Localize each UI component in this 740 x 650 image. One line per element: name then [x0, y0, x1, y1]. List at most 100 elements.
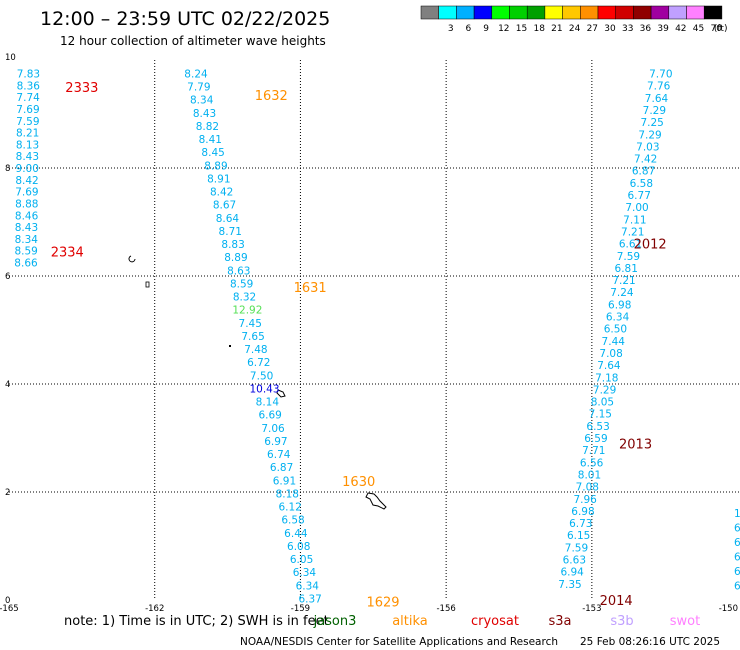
swh-value: 6.73	[569, 518, 592, 530]
island-outlines	[128, 255, 387, 510]
swh-value: 8.59	[14, 246, 37, 258]
swh-value: 7.59	[617, 251, 640, 263]
map-area: 7.838.367.747.697.598.218.138.439.008.42…	[9, 60, 740, 611]
swh-value: 7.64	[645, 93, 669, 105]
swh-value: 6.87	[632, 166, 655, 178]
swh-value: 7.29	[638, 129, 661, 141]
swh-value: 6.58	[281, 515, 304, 527]
swh-value: 8.42	[210, 187, 233, 199]
swh-value: 6.94	[560, 567, 584, 579]
legend-label: 30	[604, 24, 616, 34]
swh-value: 7.03	[636, 141, 659, 153]
legend-label: 9	[483, 24, 489, 34]
swh-value: 8.21	[16, 128, 39, 140]
swh-value: 7.21	[612, 275, 635, 287]
pass-number-label: 2013	[619, 437, 652, 452]
swh-value: 6.15	[567, 530, 590, 542]
satellite-label: jason3	[313, 614, 357, 629]
legend-swatch	[420, 5, 439, 20]
swh-value: 8.34	[190, 95, 214, 107]
swh-value: 6.05	[290, 554, 313, 566]
swh-value: 6.53	[586, 421, 609, 433]
swh-value: 6.34	[606, 312, 630, 324]
legend-label: 39	[657, 24, 669, 34]
swh-value: 6.0	[734, 581, 740, 593]
legend-label: 33	[622, 24, 633, 34]
legend-label: 42	[675, 24, 686, 34]
footer: note: 1) Time is in UTC; 2) SWH is in fe…	[64, 614, 720, 648]
satellite-label: swot	[670, 614, 700, 629]
swh-value: 6	[734, 552, 740, 564]
latitude-tick-label: 8	[5, 164, 10, 174]
swh-value: 6.98	[571, 506, 594, 518]
swh-value: 8.91	[207, 173, 230, 185]
legend-label: 70	[710, 24, 722, 34]
swh-value: 7.11	[623, 214, 646, 226]
latitude-tick-label: 2	[5, 488, 10, 498]
longitude-tick-label: -165	[0, 604, 19, 614]
swh-value: 7.59	[565, 542, 588, 554]
swh-value: 8.71	[219, 226, 242, 238]
legend-label: 15	[516, 24, 527, 34]
legend-swatch	[438, 5, 457, 20]
swh-value: 8.82	[196, 121, 219, 133]
longitude-tick-label: -150	[719, 604, 738, 614]
swh-value: 6.34	[293, 567, 317, 579]
swh-value: 8.43	[193, 108, 216, 120]
swh-value: 8.01	[578, 469, 601, 481]
legend-swatch	[668, 5, 687, 20]
swh-value: 8.88	[15, 198, 38, 210]
swh-value: 6.37	[298, 593, 321, 605]
swh-value: 8.32	[233, 292, 256, 304]
pass-number-label: 2012	[634, 238, 667, 253]
swh-value: 6.81	[615, 263, 638, 275]
pass-number-label: 2014	[600, 594, 633, 609]
island-atoll-icon	[128, 255, 136, 263]
swh-value: 7.08	[599, 348, 622, 360]
track-2333-2334: 7.838.367.747.697.598.218.138.439.008.42…	[14, 69, 98, 270]
swh-value: 6.87	[270, 462, 293, 474]
legend-label: 6	[466, 24, 472, 34]
latitude-tick-label: 10	[5, 53, 16, 63]
footer-note: note: 1) Time is in UTC; 2) SWH is in fe…	[64, 614, 329, 629]
legend-label: 18	[533, 24, 545, 34]
swh-value: 8.43	[16, 151, 39, 163]
swh-value: 7.69	[15, 187, 38, 199]
swh-value: 7.45	[239, 318, 262, 330]
swh-value: 7.21	[621, 226, 644, 238]
swh-value: 7.50	[250, 370, 273, 382]
swh-value: 8.24	[184, 69, 208, 81]
pass-number-label: 2333	[65, 81, 98, 96]
swh-value: 8.05	[591, 397, 614, 409]
swh-value: 8.64	[216, 213, 240, 225]
legend-swatch	[526, 5, 546, 20]
swh-value: 6.56	[580, 457, 604, 469]
swh-value: 10.43	[249, 383, 279, 395]
longitude-tick-label: -159	[291, 604, 310, 614]
swh-value: 6.77	[628, 190, 651, 202]
pass-number-label: 1631	[294, 281, 327, 296]
legend-swatch	[456, 5, 475, 20]
swh-value: 6.98	[608, 299, 631, 311]
swh-value: 7.65	[241, 331, 264, 343]
swh-value: 6	[734, 566, 740, 578]
satellite-label: s3a	[548, 614, 571, 629]
legend-swatch	[544, 5, 563, 20]
map-subtitle: 12 hour collection of altimeter wave hei…	[60, 34, 326, 48]
swh-value: 7.08	[576, 482, 599, 494]
swh-value: 6.08	[287, 541, 310, 553]
swh-value: 6.63	[563, 555, 586, 567]
swh-value: 8.13	[16, 139, 39, 151]
footer-timestamp: 25 Feb 08:26:16 UTC 2025	[580, 636, 720, 648]
swh-value: 7.29	[593, 384, 616, 396]
swh-value: 8.36	[17, 80, 41, 92]
swh-value: 6.97	[264, 436, 287, 448]
lat-lon-grid	[9, 60, 740, 600]
swh-value: 7.44	[602, 336, 626, 348]
swh-value: 7.06	[261, 423, 285, 435]
longitude-tick-label: -153	[582, 604, 601, 614]
swh-value: 6	[734, 523, 740, 535]
swh-value: 8.34	[15, 234, 39, 246]
swh-value: 7.74	[16, 92, 40, 104]
